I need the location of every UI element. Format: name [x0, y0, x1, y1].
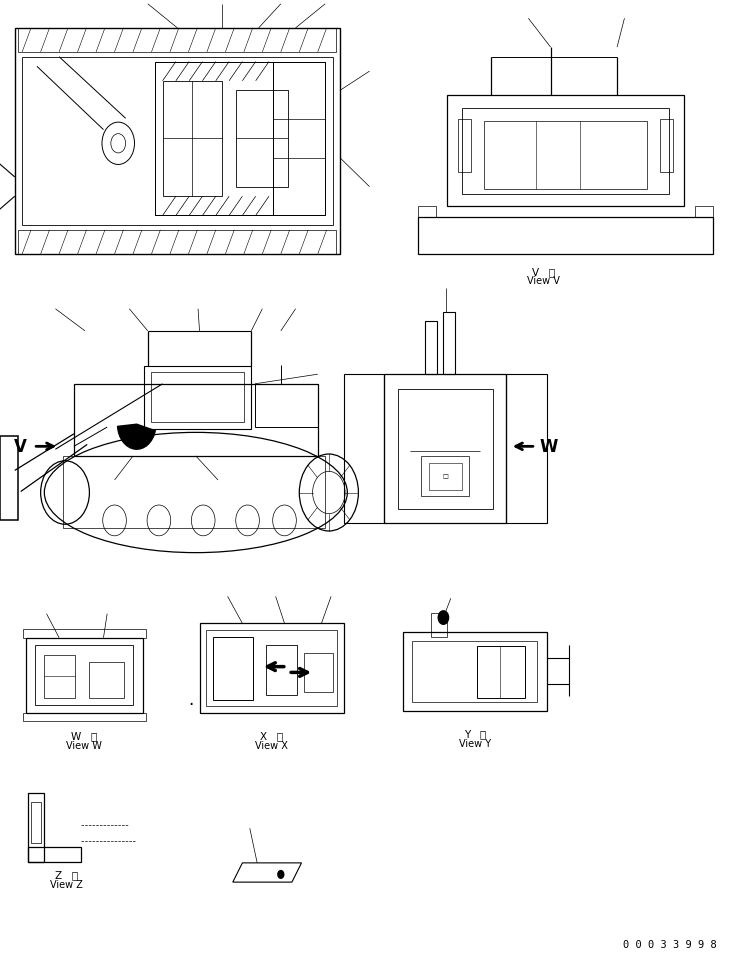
Bar [155, 62, 325, 216]
Text: Z   視: Z 視 [55, 870, 78, 879]
Bar [695, 207, 713, 218]
Bar [421, 456, 469, 497]
Bar [31, 802, 41, 843]
Text: V   視: V 視 [531, 267, 555, 277]
Bar [398, 389, 493, 509]
Bar [44, 655, 75, 699]
Bar [447, 96, 684, 207]
Bar [15, 29, 340, 255]
Bar [344, 375, 384, 524]
Text: W   視: W 視 [71, 730, 98, 740]
Bar [155, 62, 273, 216]
Bar [236, 91, 288, 187]
Bar [431, 613, 447, 637]
Bar [506, 375, 547, 524]
Bar [429, 463, 462, 490]
Text: X   視: X 視 [260, 730, 283, 740]
Bar [151, 373, 244, 423]
Bar [418, 207, 436, 218]
Text: View X: View X [255, 740, 288, 750]
Polygon shape [233, 863, 302, 882]
Text: View V: View V [527, 276, 559, 285]
Wedge shape [118, 425, 155, 450]
Bar [660, 120, 673, 173]
Bar [200, 624, 344, 713]
Text: .: . [188, 691, 194, 708]
Circle shape [278, 871, 284, 878]
Bar [18, 231, 336, 255]
Bar [28, 793, 44, 862]
Bar [273, 62, 325, 216]
Bar [23, 713, 146, 722]
Text: □: □ [443, 474, 449, 480]
Bar [23, 629, 146, 638]
Bar [22, 58, 333, 226]
Bar [266, 646, 297, 696]
Bar [163, 82, 222, 197]
Bar [443, 312, 455, 375]
Bar [0, 436, 18, 521]
Text: V: V [14, 438, 27, 456]
Bar [304, 653, 333, 692]
Bar [35, 646, 133, 705]
Bar [403, 632, 547, 711]
Bar [63, 456, 325, 529]
Bar [458, 120, 471, 173]
Text: 0 0 0 3 3 9 9 8: 0 0 0 3 3 9 9 8 [623, 940, 717, 949]
Text: View Z: View Z [50, 879, 83, 889]
Bar [213, 637, 253, 701]
Bar [89, 662, 124, 699]
Bar [206, 630, 337, 706]
Text: View W: View W [67, 740, 102, 750]
Bar [477, 647, 525, 699]
Bar [26, 638, 143, 713]
Bar [74, 384, 318, 456]
Bar [462, 109, 669, 195]
Bar [412, 641, 537, 702]
Bar [28, 848, 81, 862]
Bar [418, 218, 713, 255]
Bar [18, 29, 336, 53]
Circle shape [438, 611, 449, 625]
Bar [425, 322, 437, 375]
Bar [255, 384, 318, 428]
Bar [384, 375, 506, 524]
Text: W: W [539, 438, 557, 456]
Bar [144, 367, 251, 430]
Text: View Y: View Y [459, 738, 491, 748]
Bar [484, 122, 647, 189]
Text: Y   視: Y 視 [463, 728, 486, 738]
